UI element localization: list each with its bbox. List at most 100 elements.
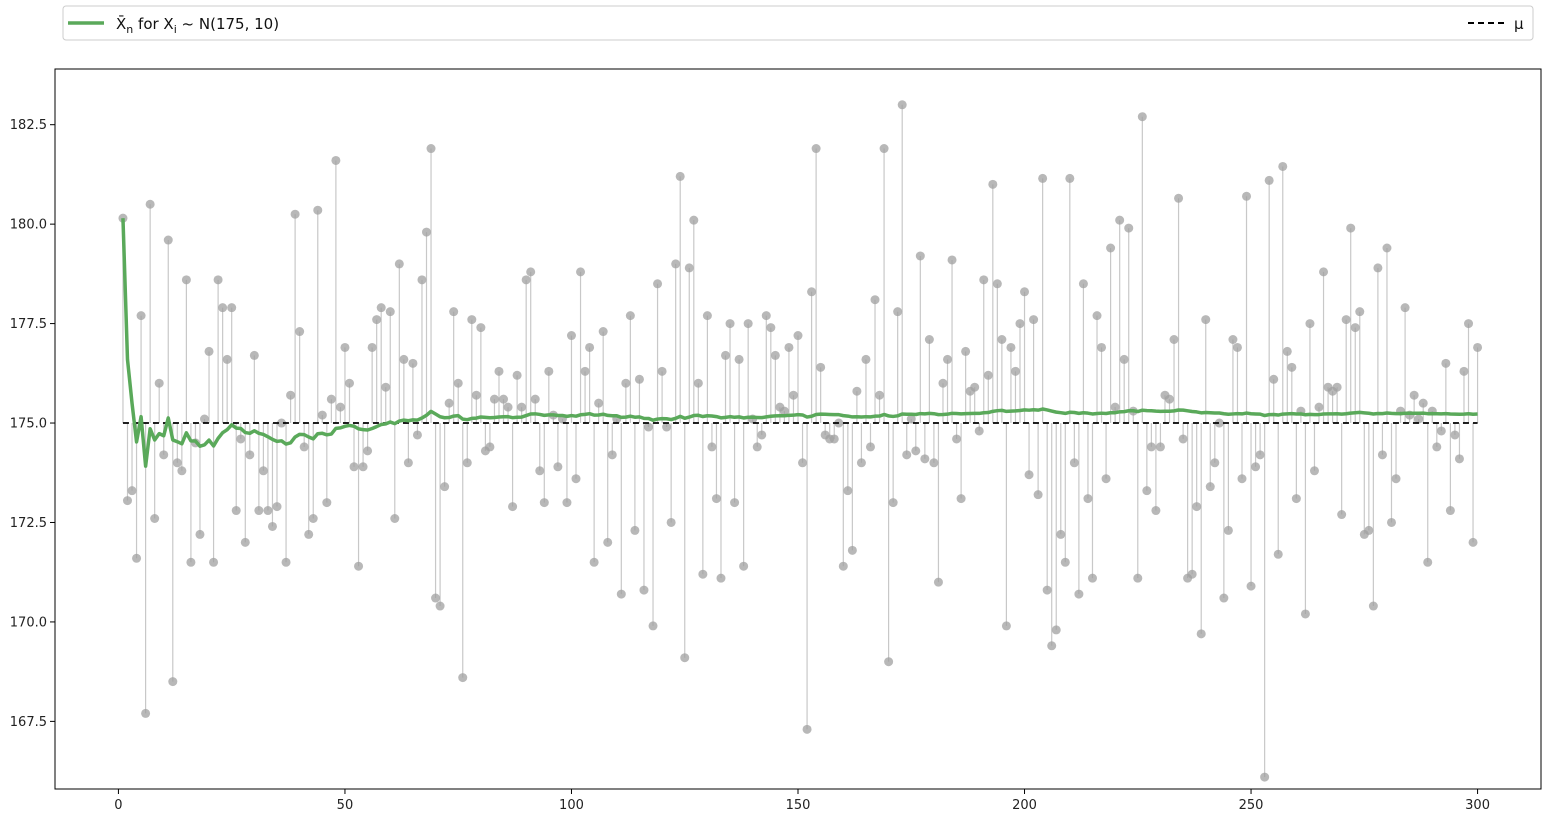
sample-point	[933, 577, 943, 587]
sample-point	[1445, 506, 1455, 516]
sample-point	[566, 331, 576, 341]
sample-point	[299, 442, 309, 452]
sample-point	[739, 561, 749, 571]
sample-point	[1047, 641, 1057, 651]
sample-point	[961, 346, 971, 356]
sample-point	[1400, 303, 1410, 313]
sample-point	[313, 205, 323, 215]
sample-point	[1373, 263, 1383, 273]
sample-point	[376, 303, 386, 313]
sample-point	[603, 537, 613, 547]
sample-point	[222, 354, 232, 364]
sample-point	[1309, 466, 1319, 476]
sample-point	[643, 422, 653, 432]
sample-point	[1232, 342, 1242, 352]
sample-point	[1110, 402, 1120, 412]
sample-point	[132, 553, 142, 563]
sample-point	[1246, 581, 1256, 591]
sample-point	[1391, 474, 1401, 484]
sample-point	[843, 486, 853, 496]
sample-point	[856, 458, 866, 468]
sample-point	[711, 494, 721, 504]
sample-point	[1137, 112, 1147, 122]
sample-point	[277, 418, 287, 428]
sample-point	[322, 498, 332, 508]
sample-point	[576, 267, 586, 277]
sample-point	[888, 498, 898, 508]
sample-point	[1382, 243, 1392, 253]
sample-point	[172, 458, 182, 468]
sample-point	[1196, 629, 1206, 639]
sample-point	[354, 561, 364, 571]
sample-point	[1423, 557, 1433, 567]
sample-point	[653, 279, 663, 289]
sample-point	[227, 303, 237, 313]
sample-point	[974, 426, 984, 436]
sample-point	[902, 450, 912, 460]
sample-point	[1106, 243, 1116, 253]
sample-point	[367, 342, 377, 352]
sample-point	[1386, 517, 1396, 527]
sample-point	[1242, 191, 1252, 201]
sample-point	[829, 434, 839, 444]
sample-point	[390, 514, 400, 524]
sample-point	[929, 458, 939, 468]
sample-point	[422, 227, 431, 237]
sample-point	[358, 462, 368, 472]
sample-point	[408, 358, 418, 368]
sample-point	[1010, 366, 1020, 376]
sample-point	[865, 442, 875, 452]
sample-point	[403, 458, 413, 468]
x-tick-label: 250	[1239, 798, 1264, 813]
sample-point	[970, 382, 980, 392]
sample-point	[761, 311, 771, 321]
sample-point	[535, 466, 545, 476]
sample-point	[689, 215, 699, 225]
sample-point	[870, 295, 880, 305]
sample-point	[639, 585, 649, 595]
sample-point	[1468, 537, 1478, 547]
sample-point	[286, 390, 296, 400]
sample-points	[118, 100, 1483, 782]
sample-point	[788, 390, 798, 400]
legend-mu-label: μ	[1514, 15, 1524, 33]
sample-point	[807, 287, 817, 297]
sample-point	[1069, 458, 1079, 468]
sample-point	[1432, 442, 1442, 452]
sample-point	[1300, 609, 1310, 619]
sample-point	[1260, 772, 1270, 782]
sample-point	[1178, 434, 1188, 444]
sample-point	[1165, 394, 1174, 404]
sample-point	[1305, 319, 1315, 329]
sample-stems	[122, 104, 1479, 778]
sample-point	[1350, 323, 1360, 333]
sample-point	[254, 506, 264, 516]
sample-point	[1450, 430, 1460, 440]
x-tick-label: 0	[114, 798, 122, 813]
sample-point	[1146, 442, 1156, 452]
sample-point	[893, 307, 903, 317]
sample-point	[1119, 354, 1129, 364]
sample-point	[218, 303, 228, 313]
sample-point	[186, 557, 196, 567]
sample-point	[897, 100, 907, 110]
sample-point	[1287, 362, 1297, 372]
sample-point	[231, 506, 241, 516]
sample-point	[150, 514, 160, 524]
sample-point	[1441, 358, 1451, 368]
sample-point	[571, 474, 581, 484]
sample-point	[1142, 486, 1152, 496]
sample-point	[1418, 398, 1428, 408]
sample-point	[779, 406, 789, 416]
sample-point	[816, 362, 826, 372]
legend: X̄n for Xi ~ N(175, 10) μ	[62, 5, 1534, 41]
sample-point	[1124, 223, 1134, 233]
sample-point	[1015, 319, 1025, 329]
sample-point	[793, 331, 803, 341]
sample-point	[997, 334, 1007, 344]
sample-point	[838, 561, 848, 571]
sample-point	[317, 410, 327, 420]
sample-point	[526, 267, 536, 277]
sample-point	[1346, 223, 1356, 233]
